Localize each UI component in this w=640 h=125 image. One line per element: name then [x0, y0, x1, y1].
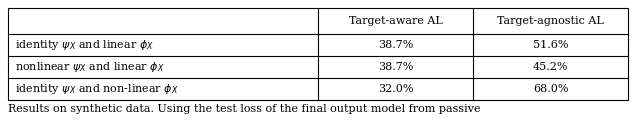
Text: 68.0%: 68.0%: [532, 84, 568, 94]
Text: identity $\psi_X$ and linear $\phi_X$: identity $\psi_X$ and linear $\phi_X$: [15, 38, 154, 52]
Text: 51.6%: 51.6%: [532, 40, 568, 50]
Text: Target-agnostic AL: Target-agnostic AL: [497, 16, 604, 26]
Text: 38.7%: 38.7%: [378, 62, 413, 72]
Bar: [8, 8, 628, 100]
Text: identity $\psi_X$ and non-linear $\phi_X$: identity $\psi_X$ and non-linear $\phi_X…: [15, 82, 179, 96]
Text: 45.2%: 45.2%: [532, 62, 568, 72]
Text: Results on synthetic data. Using the test loss of the final output model from pa: Results on synthetic data. Using the tes…: [8, 104, 481, 114]
Text: nonlinear $\psi_X$ and linear $\phi_X$: nonlinear $\psi_X$ and linear $\phi_X$: [15, 60, 164, 74]
Text: 38.7%: 38.7%: [378, 40, 413, 50]
Text: Target-aware AL: Target-aware AL: [349, 16, 442, 26]
Text: 32.0%: 32.0%: [378, 84, 413, 94]
